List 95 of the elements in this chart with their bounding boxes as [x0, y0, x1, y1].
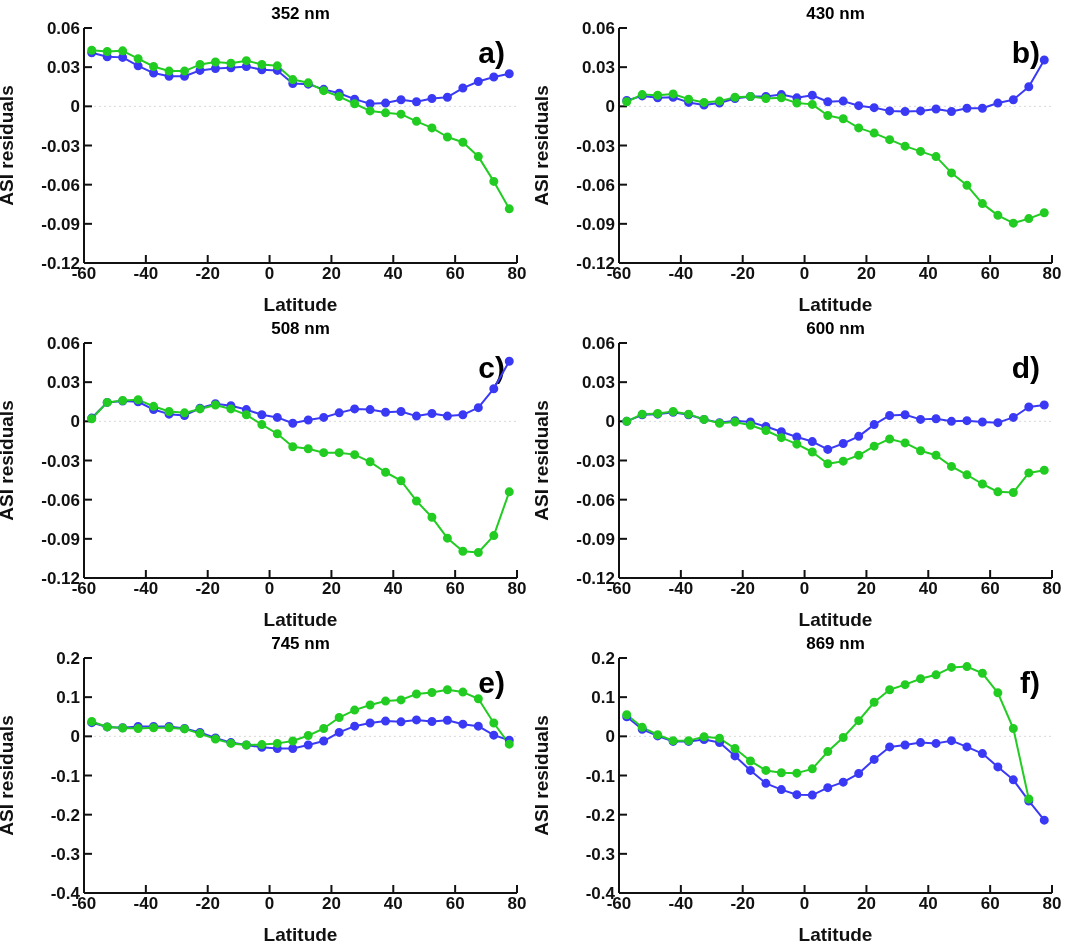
x-tick-label: 40: [918, 579, 938, 599]
chart-title: 869 nm: [805, 634, 866, 654]
x-tick-label: 40: [918, 264, 938, 284]
x-tick-label: 80: [507, 264, 527, 284]
x-tick-label: 0: [264, 579, 275, 599]
y-tick-label: -0.1: [50, 766, 80, 786]
x-tick-label: -40: [133, 264, 159, 284]
chart-title: 745 nm: [270, 634, 331, 654]
y-tick-label: -0.2: [585, 805, 615, 825]
x-tick-label: 0: [799, 579, 810, 599]
y-tick-label: 0.2: [591, 649, 615, 669]
y-tick-label: -0.1: [585, 766, 615, 786]
y-tick-label: 0.03: [581, 373, 615, 393]
x-tick-label: 80: [1042, 579, 1062, 599]
x-tick-label: -20: [195, 579, 220, 599]
x-tick-label: 60: [445, 579, 465, 599]
y-tick-label: 0: [605, 412, 615, 432]
y-tick-label: -0.09: [41, 529, 80, 549]
x-tick-label: -20: [730, 894, 755, 914]
chart-title: 430 nm: [805, 4, 866, 24]
x-tick-label: 60: [445, 264, 465, 284]
y-tick-label: 0: [70, 412, 80, 432]
y-tick-label: 0.03: [581, 58, 615, 78]
x-tick-label: 40: [383, 894, 403, 914]
x-axis-title: Latitude: [798, 294, 873, 315]
x-tick-label: -40: [668, 894, 694, 914]
x-tick-label: 0: [799, 264, 810, 284]
chart-title: 352 nm: [270, 4, 331, 24]
y-tick-label: 0.2: [56, 649, 80, 669]
x-tick-label: 0: [264, 264, 275, 284]
x-tick-label: 20: [856, 264, 876, 284]
annotation: f): [1020, 666, 1040, 700]
x-tick-label: 80: [1042, 894, 1062, 914]
x-tick-label: 60: [980, 264, 1000, 284]
y-tick-label: -0.09: [41, 214, 80, 234]
annotation: e): [478, 666, 505, 700]
x-tick-label: 40: [383, 264, 403, 284]
x-tick-label: 20: [321, 894, 341, 914]
annotation: d): [1011, 351, 1040, 385]
y-tick-label: 0.1: [56, 688, 80, 708]
y-tick-label: -0.06: [576, 175, 615, 195]
y-tick-label: 0.06: [581, 334, 615, 354]
x-axis-title: Latitude: [798, 924, 873, 945]
x-axis-title: Latitude: [263, 924, 338, 945]
y-tick-label: -0.06: [41, 490, 80, 510]
y-tick-label: -0.09: [576, 529, 615, 549]
y-tick-label: 0.1: [591, 688, 615, 708]
x-axis-title: Latitude: [263, 609, 338, 630]
annotation: a): [478, 36, 505, 70]
y-tick-label: -0.3: [585, 844, 615, 864]
y-tick-label: 0.06: [46, 19, 80, 39]
y-tick-label: -0.03: [41, 451, 80, 471]
y-tick-label: 0: [605, 727, 615, 747]
chart-title: 508 nm: [270, 319, 331, 339]
y-tick-label: -0.3: [50, 844, 80, 864]
x-tick-label: 0: [799, 894, 810, 914]
x-tick-label: 60: [980, 579, 1000, 599]
x-tick-label: 40: [918, 894, 938, 914]
y-tick-label: -0.2: [50, 805, 80, 825]
x-tick-label: 80: [507, 894, 527, 914]
x-tick-label: 0: [264, 894, 275, 914]
y-tick-label: -0.03: [41, 136, 80, 156]
x-tick-label: -40: [133, 894, 159, 914]
annotation: b): [1011, 36, 1040, 70]
x-tick-label: -40: [668, 264, 694, 284]
x-tick-label: -40: [668, 579, 694, 599]
y-tick-label: -0.03: [576, 451, 615, 471]
x-tick-label: 40: [383, 579, 403, 599]
x-tick-label: -20: [195, 264, 220, 284]
y-tick-label: 0.03: [46, 58, 80, 78]
y-tick-label: -0.06: [576, 490, 615, 510]
y-tick-label: -0.09: [576, 214, 615, 234]
x-tick-label: 20: [856, 894, 876, 914]
x-tick-label: 20: [856, 579, 876, 599]
y-tick-label: 0: [70, 727, 80, 747]
y-tick-label: 0.06: [46, 334, 80, 354]
chart-title: 600 nm: [805, 319, 866, 339]
y-tick-label: -0.03: [576, 136, 615, 156]
x-tick-label: 20: [321, 579, 341, 599]
x-tick-label: 20: [321, 264, 341, 284]
y-tick-label: -0.06: [41, 175, 80, 195]
x-tick-label: 60: [445, 894, 465, 914]
x-tick-label: -40: [133, 579, 159, 599]
x-tick-label: -20: [730, 579, 755, 599]
x-tick-label: 80: [1042, 264, 1062, 284]
y-tick-label: 0: [605, 97, 615, 117]
y-tick-label: 0.03: [46, 373, 80, 393]
y-tick-label: 0: [70, 97, 80, 117]
x-axis-title: Latitude: [263, 294, 338, 315]
x-tick-label: -20: [730, 264, 755, 284]
x-tick-label: -20: [195, 894, 220, 914]
x-tick-label: 60: [980, 894, 1000, 914]
x-axis-title: Latitude: [798, 609, 873, 630]
x-tick-label: 80: [507, 579, 527, 599]
y-tick-label: 0.06: [581, 19, 615, 39]
